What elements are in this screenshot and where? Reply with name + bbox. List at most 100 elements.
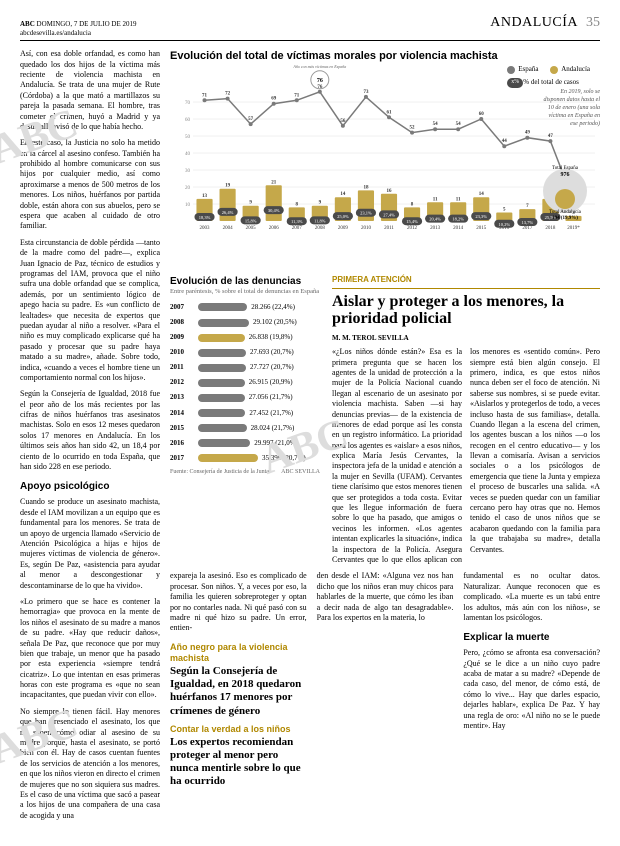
para: Esta circunstancia de doble pérdida —tan… bbox=[20, 238, 160, 383]
band-title: Contar la verdad a los niños bbox=[170, 724, 307, 736]
svg-text:2011: 2011 bbox=[384, 226, 394, 231]
denuncias-row: 200728.266 (22,4%) bbox=[170, 303, 320, 312]
svg-text:49: 49 bbox=[525, 131, 531, 136]
denuncias-row: 200926.838 (19,8%) bbox=[170, 333, 320, 342]
date: DOMINGO, 7 DE JULIO DE 2019 bbox=[37, 20, 137, 28]
svg-text:5: 5 bbox=[503, 208, 506, 213]
article-body: «¿Los niños dónde están?» Esa es la prim… bbox=[332, 347, 600, 565]
svg-text:2009: 2009 bbox=[338, 226, 349, 231]
para: No siempre lo tienen fácil. Hay menores … bbox=[20, 707, 160, 821]
denuncias-row: 201427.452 (21,7%) bbox=[170, 409, 320, 418]
svg-text:57: 57 bbox=[248, 118, 254, 123]
para: «Lo primero que se hace es contener la h… bbox=[20, 597, 160, 701]
svg-text:19: 19 bbox=[225, 184, 231, 189]
svg-text:60: 60 bbox=[479, 112, 485, 117]
svg-text:2003: 2003 bbox=[200, 226, 211, 231]
denuncias-title: Evolución de las denuncias bbox=[170, 275, 320, 288]
svg-text:Total Andalucía: Total Andalucía bbox=[549, 210, 582, 215]
svg-text:50: 50 bbox=[185, 135, 191, 140]
para: Pero, ¿cómo se afronta esa conversación?… bbox=[463, 648, 600, 731]
svg-text:2010: 2010 bbox=[361, 226, 372, 231]
svg-text:2018: 2018 bbox=[545, 226, 556, 231]
para: Así, con esa doble orfandad, es como han… bbox=[20, 49, 160, 132]
denuncias-row: 200829.102 (20,5%) bbox=[170, 318, 320, 327]
svg-text:11: 11 bbox=[456, 198, 461, 203]
article: PRIMERA ATENCIÓN Aislar y proteger a los… bbox=[332, 275, 600, 565]
section: ANDALUCÍA bbox=[490, 15, 578, 30]
kicker: PRIMERA ATENCIÓN bbox=[332, 275, 600, 288]
svg-text:2007: 2007 bbox=[292, 226, 303, 231]
legend-label: Andalucía bbox=[561, 65, 590, 74]
svg-text:10: 10 bbox=[185, 203, 191, 208]
denuncias-row: 201528.024 (21,7%) bbox=[170, 424, 320, 433]
svg-text:73: 73 bbox=[363, 90, 369, 95]
legend: España Andalucía x% % del total de casos bbox=[497, 65, 590, 87]
svg-text:54: 54 bbox=[456, 123, 462, 128]
svg-text:54: 54 bbox=[433, 123, 439, 128]
left-column: Así, con esa doble orfandad, es como han… bbox=[20, 49, 160, 827]
svg-text:2005: 2005 bbox=[246, 226, 257, 231]
svg-text:2019*: 2019* bbox=[567, 226, 580, 231]
legend-label: % del total de casos bbox=[523, 78, 579, 87]
svg-text:16: 16 bbox=[387, 189, 393, 194]
para: Cuando se produce un asesinato machista,… bbox=[20, 497, 160, 591]
svg-text:2004: 2004 bbox=[223, 226, 234, 231]
svg-text:71: 71 bbox=[202, 94, 208, 99]
denuncias-row: 201027.693 (20,7%) bbox=[170, 348, 320, 357]
denuncias-row: 201735.398 (20,7%) bbox=[170, 454, 320, 463]
byline: M. M. TEROL SEVILLA bbox=[332, 334, 600, 343]
svg-text:18: 18 bbox=[363, 186, 369, 191]
svg-text:7: 7 bbox=[526, 205, 529, 210]
svg-text:40: 40 bbox=[185, 152, 191, 157]
svg-text:2015: 2015 bbox=[476, 226, 487, 231]
para: den desde el IAM: «Alguna vez nos han di… bbox=[317, 571, 454, 623]
svg-text:2013: 2013 bbox=[430, 226, 441, 231]
band-text: Según la Consejería de Igualdad, en 2018… bbox=[170, 665, 307, 718]
svg-text:71: 71 bbox=[294, 94, 300, 99]
svg-text:44: 44 bbox=[502, 140, 508, 145]
denuncias-row: 201629.997 (21,0%) bbox=[170, 439, 320, 448]
svg-text:69: 69 bbox=[271, 97, 277, 102]
svg-text:61: 61 bbox=[387, 111, 393, 116]
svg-text:21: 21 bbox=[271, 181, 277, 186]
svg-text:9: 9 bbox=[249, 201, 252, 206]
denuncias-row: 201127.727 (20,7%) bbox=[170, 363, 320, 372]
svg-text:194 (19,9%): 194 (19,9%) bbox=[552, 216, 578, 221]
svg-text:56: 56 bbox=[340, 119, 346, 124]
svg-text:30: 30 bbox=[185, 169, 191, 174]
svg-text:47: 47 bbox=[548, 135, 554, 140]
svg-text:52: 52 bbox=[410, 126, 416, 131]
band-title: Año negro para la violencia machista bbox=[170, 642, 307, 665]
svg-text:2008: 2008 bbox=[315, 226, 326, 231]
main-chart: España Andalucía x% % del total de casos… bbox=[170, 65, 600, 265]
svg-text:14: 14 bbox=[340, 193, 346, 198]
svg-text:76: 76 bbox=[317, 78, 323, 84]
publication: ABC bbox=[20, 20, 35, 28]
svg-text:60: 60 bbox=[185, 118, 191, 123]
subhead: Explicar la muerte bbox=[463, 631, 600, 644]
svg-text:11: 11 bbox=[433, 198, 438, 203]
svg-text:20: 20 bbox=[185, 186, 191, 191]
svg-text:13: 13 bbox=[202, 194, 208, 199]
svg-text:14: 14 bbox=[479, 193, 485, 198]
article-title: Aislar y proteger a los menores, la prio… bbox=[332, 293, 600, 328]
svg-text:2012: 2012 bbox=[407, 226, 418, 231]
chart-svg: 1020304050607013200318,3%19200426,4%9200… bbox=[170, 65, 600, 245]
svg-text:9: 9 bbox=[319, 201, 322, 206]
svg-text:2014: 2014 bbox=[453, 226, 464, 231]
para: fundamental es no ocultar datos. Natural… bbox=[463, 571, 600, 623]
side-note: En 2019, solo se disponen datos hasta el… bbox=[540, 89, 600, 128]
url: abcdesevilla.es/andalucia bbox=[20, 29, 136, 38]
band-text: Los expertos recomiendan proteger al men… bbox=[170, 736, 307, 789]
page-header: ABC DOMINGO, 7 DE JULIO DE 2019 abcdesev… bbox=[20, 14, 600, 41]
para: En este caso, la Justicia no solo ha met… bbox=[20, 138, 160, 232]
svg-text:2017: 2017 bbox=[522, 226, 533, 231]
denuncias-subtitle: Entre paréntesis, % sobre el total de de… bbox=[170, 288, 320, 296]
svg-text:Total España: Total España bbox=[552, 166, 579, 171]
chart-title: Evolución del total de víctimas morales … bbox=[170, 49, 600, 63]
denuncias-row: 201226.915 (20,9%) bbox=[170, 378, 320, 387]
subhead: Apoyo psicológico bbox=[20, 480, 160, 493]
page-number: 35 bbox=[586, 15, 600, 30]
svg-text:72: 72 bbox=[225, 92, 231, 97]
svg-text:2006: 2006 bbox=[269, 226, 280, 231]
